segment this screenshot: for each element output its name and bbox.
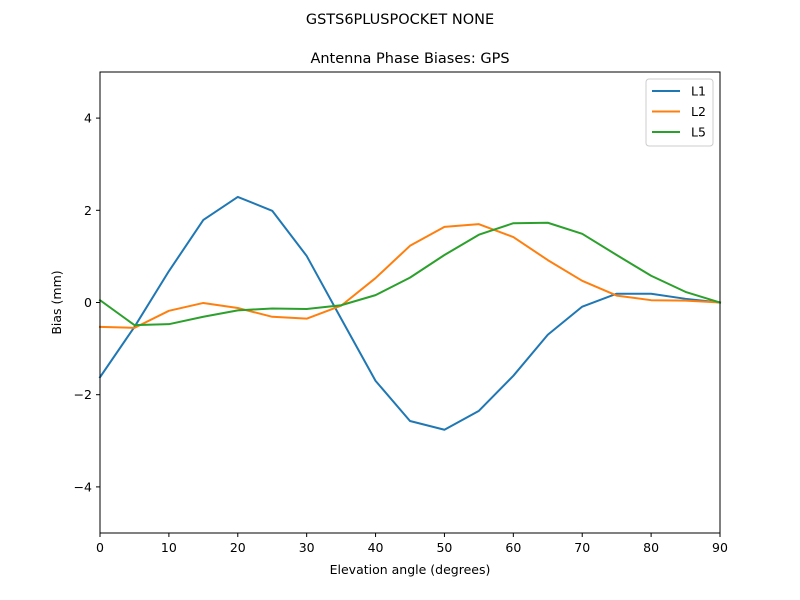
y-tick-label: 0 xyxy=(84,295,92,310)
y-tick-label: 2 xyxy=(84,203,92,218)
y-tick-label: −4 xyxy=(74,479,92,494)
x-tick-label: 40 xyxy=(368,540,384,555)
y-tick-label: 4 xyxy=(84,111,92,126)
legend-item-l2: L2 xyxy=(652,104,706,119)
x-tick-label: 10 xyxy=(161,540,177,555)
x-tick-label: 0 xyxy=(96,540,104,555)
axes-background xyxy=(100,72,720,533)
legend-items: L1 L2 L5 xyxy=(652,84,706,140)
x-tick-label: 80 xyxy=(643,540,659,555)
x-tick-label: 20 xyxy=(230,540,246,555)
x-tick-label: 30 xyxy=(299,540,315,555)
legend-label: L5 xyxy=(691,125,706,140)
x-tick-label: 70 xyxy=(574,540,590,555)
y-axis-ticks: −4 −2 0 2 4 xyxy=(74,111,100,494)
legend-label: L2 xyxy=(691,104,706,119)
series-line-l1 xyxy=(98,195,722,431)
x-axis-label: Elevation angle (degrees) xyxy=(330,562,491,577)
x-tick-label: 90 xyxy=(712,540,728,555)
series-line-l5 xyxy=(98,221,722,327)
figure-suptitle: GSTS6PLUSPOCKET NONE xyxy=(306,12,494,28)
chart-title: Antenna Phase Biases: GPS xyxy=(310,51,509,67)
x-axis-ticks: 0 10 20 30 40 50 60 70 80 90 xyxy=(96,533,728,555)
x-tick-label: 60 xyxy=(505,540,521,555)
legend-label: L1 xyxy=(691,84,706,99)
series-layer xyxy=(98,195,722,431)
legend-item-l5: L5 xyxy=(652,125,706,140)
plot-area xyxy=(98,71,722,534)
y-tick-label: −2 xyxy=(74,387,92,402)
y-axis-label: Bias (mm) xyxy=(49,270,64,334)
x-tick-label: 50 xyxy=(436,540,452,555)
legend: L1 L2 L5 xyxy=(645,78,714,147)
series-line-l2 xyxy=(98,223,722,329)
legend-item-l1: L1 xyxy=(652,84,706,99)
